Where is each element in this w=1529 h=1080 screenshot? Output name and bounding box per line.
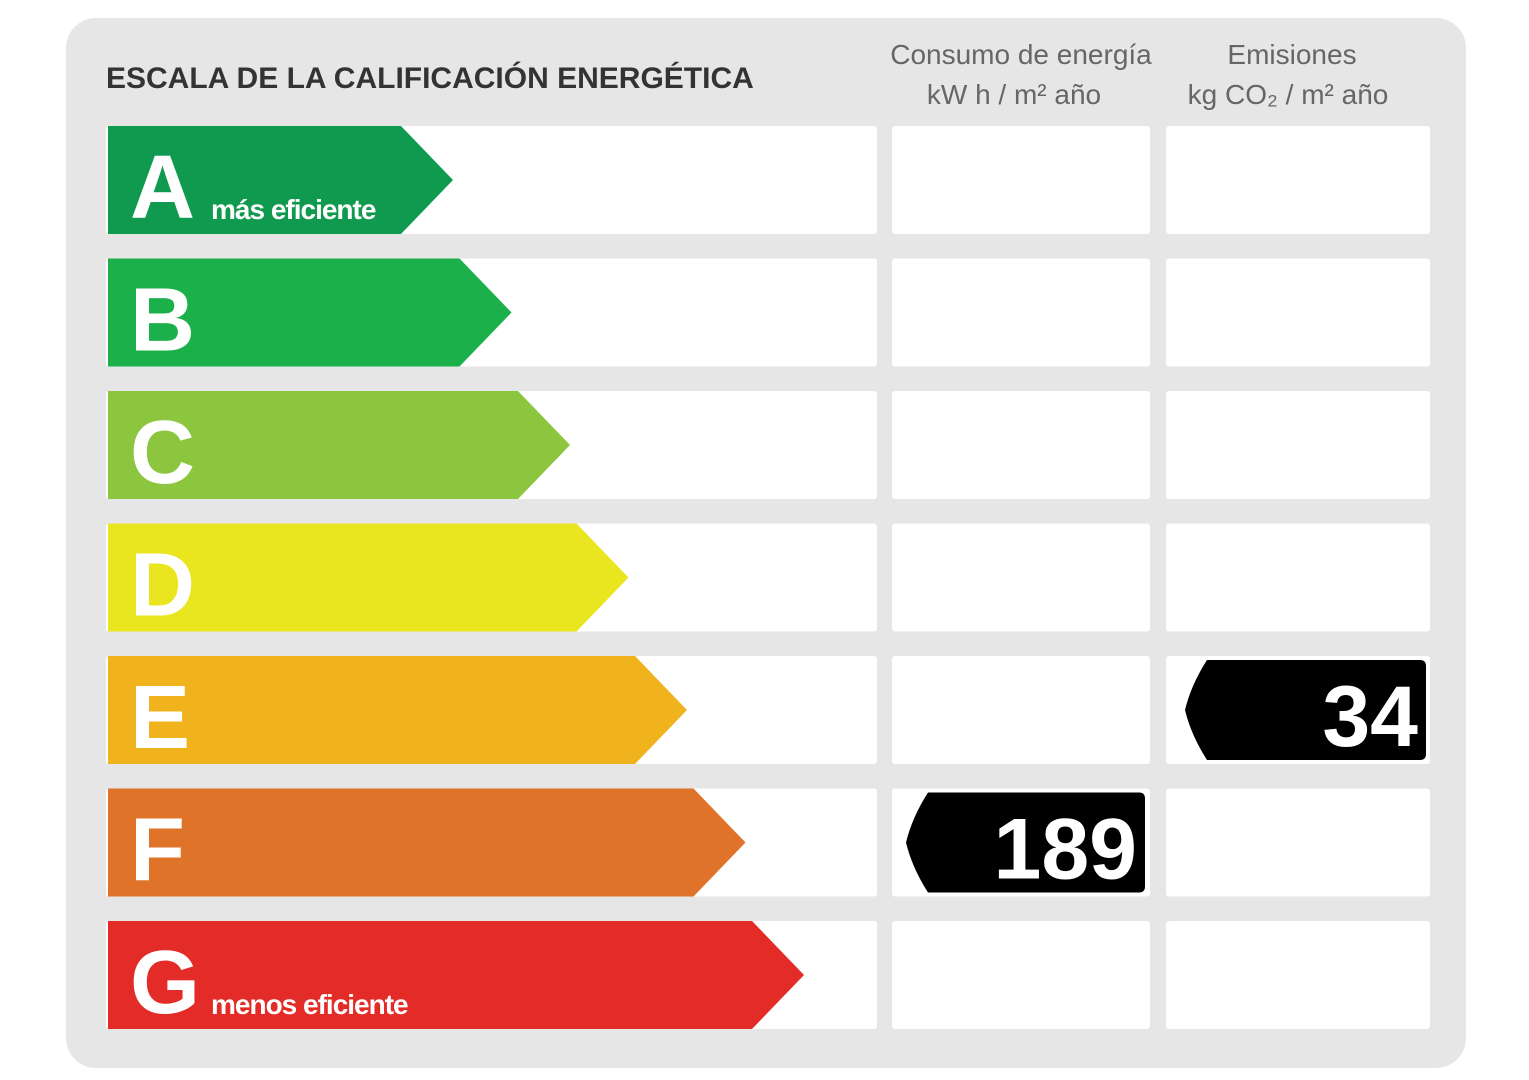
title: ESCALA DE LA CALIFICACIÓN ENERGÉTICA: [106, 61, 754, 95]
rating-arrow: [108, 656, 687, 764]
column-header: Consumo de energía: [890, 39, 1152, 70]
value-badge: [1185, 660, 1426, 760]
column-unit: kg CO₂ / m² año: [1188, 79, 1389, 110]
cell: [1166, 523, 1430, 632]
cell: [1166, 921, 1430, 1029]
cell: [892, 921, 1150, 1029]
column-header: Emisiones: [1227, 39, 1356, 70]
cell: [1166, 258, 1430, 367]
rating-letter: B: [130, 271, 195, 371]
rating-letter: C: [130, 403, 195, 503]
column-unit: kW h / m² año: [927, 79, 1101, 110]
rating-note: menos eficiente: [211, 989, 408, 1020]
rating-letter: G: [130, 933, 200, 1033]
value-text: 189: [994, 802, 1138, 898]
cell: [892, 523, 1150, 632]
rating-letter: F: [130, 801, 185, 901]
value-text: 34: [1322, 669, 1418, 765]
cell: [1166, 391, 1430, 499]
rating-arrow: [108, 391, 570, 499]
rating-arrow: [108, 921, 804, 1029]
cell: [892, 258, 1150, 367]
cell: [892, 126, 1150, 234]
value-badge: [906, 792, 1145, 893]
rating-letter: E: [130, 668, 190, 768]
rating-arrow: [108, 126, 453, 234]
cell: [892, 391, 1150, 499]
cell: [1166, 788, 1430, 897]
rating-letter: A: [130, 138, 195, 238]
rating-note: más eficiente: [211, 194, 376, 225]
cell: [892, 656, 1150, 764]
rating-letter: D: [130, 536, 195, 636]
rating-arrow: [108, 258, 512, 367]
cell: [1166, 126, 1430, 234]
rating-arrow: [108, 523, 629, 632]
rating-arrow: [108, 788, 746, 897]
